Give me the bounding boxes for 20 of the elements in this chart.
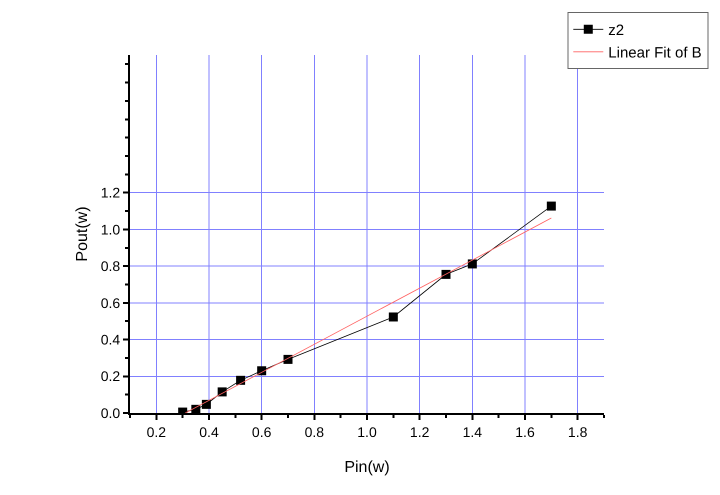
x-tick-label: 1.2: [410, 424, 430, 440]
y-tick-label: 0.2: [100, 368, 120, 384]
x-tick-label: 1.6: [515, 424, 535, 440]
y-tick-label: 1.2: [100, 184, 120, 201]
x-tick-label: 1.0: [357, 424, 377, 440]
x-tick-label: 0.2: [146, 424, 166, 440]
x-tick-label: 0.4: [199, 424, 219, 440]
legend-label: Linear Fit of B: [608, 44, 702, 62]
x-tick-label: 1.8: [568, 424, 588, 440]
x-axis-title: Pin(w): [344, 459, 390, 476]
x-tick-label: 0.8: [304, 424, 324, 440]
y-tick-label: 1.0: [100, 221, 120, 238]
y-tick-label: 0.4: [100, 331, 120, 348]
y-tick-label: 0.6: [100, 294, 120, 311]
legend-label: z2: [608, 22, 624, 40]
y-axis-title: Pout(w): [74, 206, 91, 262]
y-tick-label: 0.0: [100, 404, 120, 421]
x-tick-label: 1.4: [462, 424, 482, 440]
x-tick-label: 0.6: [252, 424, 272, 440]
y-tick-label: 0.8: [100, 258, 120, 274]
